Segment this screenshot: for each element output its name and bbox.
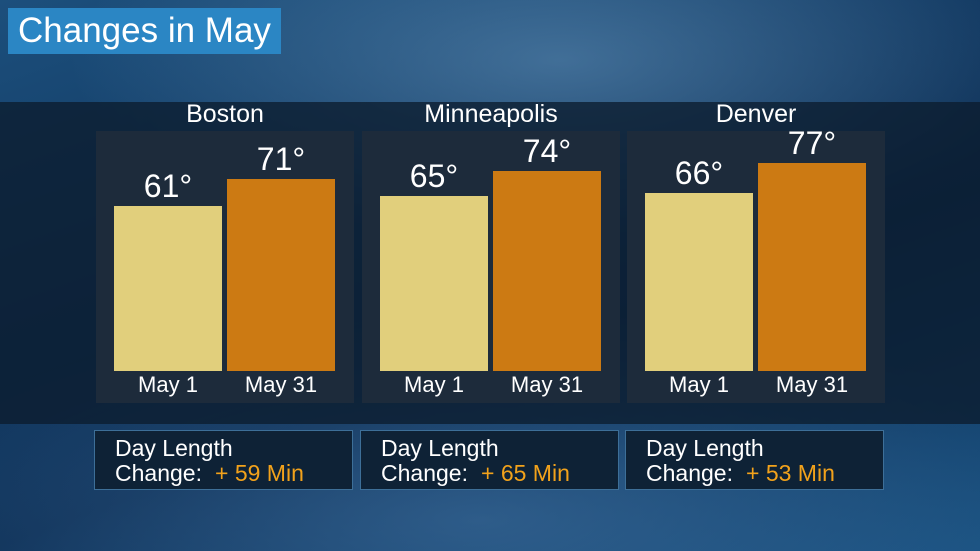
- day-length-change-value-minneapolis: + 65 Min: [481, 460, 570, 486]
- city-label-boston: Boston: [186, 100, 264, 128]
- day-length-box-denver: Day Length Change: + 53 Min: [625, 430, 884, 490]
- bar-minneapolis-may-1: [380, 195, 488, 371]
- x-label-minneapolis-may-1: May 1: [404, 372, 464, 397]
- day-length-box-minneapolis: Day Length Change: + 65 Min: [360, 430, 619, 490]
- change-label: Change:: [646, 460, 733, 486]
- day-length-change-row: Change: + 65 Min: [381, 461, 618, 486]
- x-label-denver-may-1: May 1: [669, 372, 729, 397]
- city-label-denver: Denver: [715, 100, 797, 128]
- x-label-denver-may-31: May 31: [775, 372, 849, 397]
- value-label-minneapolis-may-31: 74°: [522, 133, 572, 170]
- value-label-denver-may-31: 77°: [787, 125, 837, 162]
- x-label-minneapolis-may-31: May 31: [510, 372, 584, 397]
- day-length-box-boston: Day Length Change: + 59 Min: [94, 430, 353, 490]
- day-length-label: Day Length: [381, 435, 499, 461]
- chart-title: Changes in May: [8, 8, 281, 54]
- bar-minneapolis-may-31: [493, 171, 601, 371]
- day-length-label: Day Length: [115, 435, 233, 461]
- value-label-denver-may-1: 66°: [674, 154, 724, 191]
- bar-boston-may-31: [227, 179, 335, 371]
- x-label-boston-may-31: May 31: [244, 372, 318, 397]
- day-length-label: Day Length: [646, 435, 764, 461]
- city-label-minneapolis: Minneapolis: [424, 100, 558, 128]
- x-label-boston-may-1: May 1: [138, 372, 198, 397]
- change-label: Change:: [115, 460, 202, 486]
- change-label: Change:: [381, 460, 468, 486]
- bar-denver-may-31: [758, 163, 866, 371]
- day-length-change-row: Change: + 53 Min: [646, 461, 883, 486]
- value-label-boston-may-31: 71°: [256, 141, 306, 178]
- day-length-change-value-denver: + 53 Min: [746, 460, 835, 486]
- day-length-change-row: Change: + 59 Min: [115, 461, 352, 486]
- value-label-minneapolis-may-1: 65°: [409, 157, 459, 194]
- value-label-boston-may-1: 61°: [143, 168, 193, 205]
- bar-boston-may-1: [114, 206, 222, 371]
- bar-denver-may-1: [645, 192, 753, 371]
- day-length-change-value-boston: + 59 Min: [215, 460, 304, 486]
